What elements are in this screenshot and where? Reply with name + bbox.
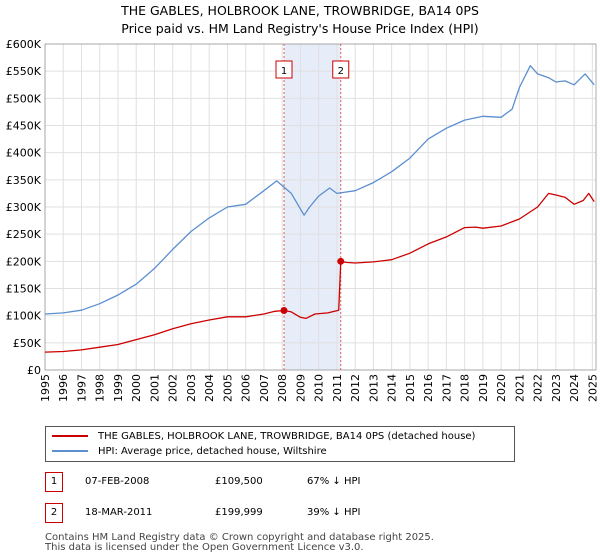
x-tick-label: 1998 [94,374,107,402]
transaction-price: £199,999 [215,507,263,518]
legend-swatch-property [52,435,88,437]
legend-label-property: THE GABLES, HOLBROOK LANE, TROWBRIDGE, B… [98,431,476,442]
title-line1: THE GABLES, HOLBROOK LANE, TROWBRIDGE, B… [121,3,479,18]
x-tick-label: 2015 [404,374,417,402]
x-tick-label: 2022 [532,374,545,402]
x-tick-label: 2002 [167,374,180,402]
y-tick-label: £500K [6,92,42,105]
y-tick-label: £100K [6,310,42,323]
y-tick-label: £450K [6,120,42,133]
x-tick-label: 2024 [568,374,581,402]
footer: Contains HM Land Registry data © Crown c… [45,533,434,553]
legend: THE GABLES, HOLBROOK LANE, TROWBRIDGE, B… [45,426,515,462]
plot-frame [44,43,597,371]
y-tick-label: £150K [6,283,42,296]
x-tick-label: 2010 [313,374,326,402]
transaction-hpi-diff: 67% ↓ HPI [307,476,361,487]
y-tick-label: £300K [6,201,42,214]
y-tick-label: £200K [6,255,42,268]
y-tick-label: £250K [6,228,42,241]
x-tick-label: 2001 [148,374,161,402]
transaction-marker-label: 2 [338,66,344,77]
transaction-badge: 2 [45,503,63,523]
x-tick-label: 2007 [258,374,271,402]
y-tick-label: £400K [6,147,42,160]
x-tick-label: 2014 [386,374,399,402]
chart-svg: 1 2 £0 £50K £100K £150K £200K £250K £300K £350K £… [6,38,600,402]
transaction-marker-box [275,60,293,79]
x-tick-label: 2004 [203,374,216,402]
x-tick-label: 2013 [367,374,380,402]
legend-item-hpi: HPI: Average price, detached house, Wilt… [52,445,327,459]
x-tick-label: 2003 [185,374,198,402]
transaction-marker-label: 1 [281,66,287,77]
x-tick-label: 2016 [422,374,435,402]
x-tick-label: 2005 [221,374,234,402]
transaction-point [280,307,288,315]
transaction-date: 18-MAR-2011 [85,507,153,518]
legend-swatch-hpi [52,450,88,452]
x-tick-label: 2012 [349,374,362,402]
chart-title: THE GABLES, HOLBROOK LANE, TROWBRIDGE, B… [0,2,600,38]
x-tick-label: 2020 [495,374,508,402]
x-tick-label: 2018 [459,374,472,402]
x-tick-label: 2017 [440,374,453,402]
x-tick-label: 2009 [294,374,307,402]
footer-line1: Contains HM Land Registry data © Crown c… [45,532,434,543]
y-tick-label: £600K [6,38,42,51]
x-tick-label: 2000 [130,374,143,402]
transaction-price: £109,500 [215,476,263,487]
x-tick-label: 1996 [57,374,70,402]
transaction-badge: 1 [45,472,63,492]
transaction-point [337,257,345,265]
x-tick-label: 2019 [477,374,490,402]
y-tick-label: £550K [6,65,42,78]
x-tick-label: 1995 [39,374,52,402]
y-tick-label: £50K [13,337,42,350]
transaction-marker-box [332,60,350,79]
x-tick-label: 2023 [550,374,563,402]
legend-item-property: THE GABLES, HOLBROOK LANE, TROWBRIDGE, B… [52,430,475,444]
title-line2: Price paid vs. HM Land Registry's House … [121,21,479,36]
x-tick-label: 2011 [331,374,344,402]
series-line-hpi [44,65,595,315]
y-tick-label: £0 [27,364,41,377]
y-tick-label: £350K [6,174,42,187]
x-tick-label: 2021 [513,374,526,402]
x-tick-label: 2025 [586,374,599,402]
series-line-property [44,192,595,353]
x-tick-label: 1997 [75,374,88,402]
x-tick-label: 2006 [240,374,253,402]
transaction-hpi-diff: 39% ↓ HPI [307,507,361,518]
x-tick-label: 2008 [276,374,289,402]
x-tick-label: 1999 [112,374,125,402]
legend-label-hpi: HPI: Average price, detached house, Wilt… [98,446,327,457]
transaction-date: 07-FEB-2008 [85,476,150,487]
footer-line2: This data is licensed under the Open Gov… [45,542,364,553]
